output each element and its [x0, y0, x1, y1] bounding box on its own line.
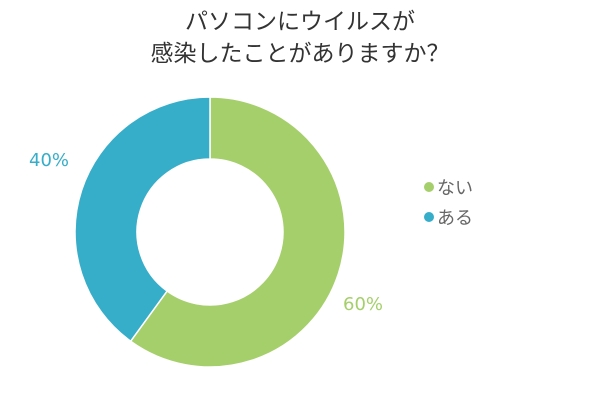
chart-title-line-1: パソコンにウイルスが	[185, 9, 415, 35]
chart-legend: ない ある	[424, 172, 473, 232]
slice-label-nai: 60%	[343, 294, 384, 315]
legend-marker-aru	[424, 212, 434, 222]
chart-title-line-2: 感染したことがありますか？	[150, 41, 450, 67]
chart-title: パソコンにウイルスが 感染したことがありますか？	[0, 6, 600, 70]
legend-item-nai: ない	[424, 172, 473, 202]
slice-label-aru: 40%	[29, 150, 70, 171]
legend-label-nai: ない	[437, 178, 473, 199]
slice-aru	[74, 96, 211, 343]
legend-marker-nai	[424, 182, 434, 192]
slice-nai	[129, 96, 346, 368]
donut-slices	[74, 96, 346, 368]
legend-item-aru: ある	[424, 202, 473, 232]
legend-label-aru: ある	[437, 208, 473, 229]
